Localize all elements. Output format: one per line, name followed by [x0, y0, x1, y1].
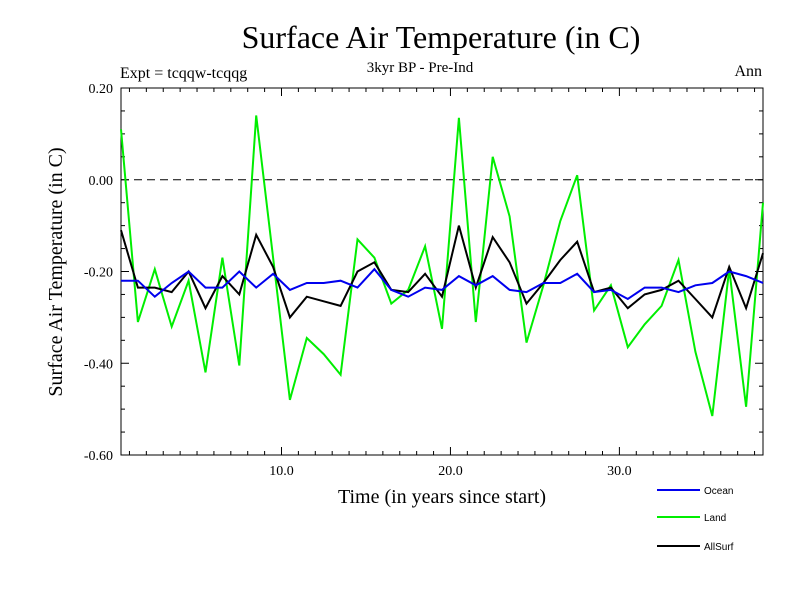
series-line-ocean	[121, 267, 764, 301]
plot-frame	[120, 87, 764, 456]
x-tick-label: 10.0	[269, 464, 294, 479]
y-axis-label: Surface Air Temperature (in C)	[45, 147, 67, 396]
legend-label-ocean: Ocean	[704, 486, 733, 497]
season-label: Ann	[734, 63, 762, 80]
series-line-land	[120, 115, 764, 417]
x-tick-label: 20.0	[438, 464, 463, 479]
experiment-label: Expt = tcqqw-tcqqg	[120, 65, 247, 82]
legend: Ocean Land AllSurf	[657, 486, 734, 553]
x-tick-label: 30.0	[607, 464, 632, 479]
plot-area: -0.60 -0.40 -0.20 0.00 0.20 10.0 20.0 30.0	[84, 82, 764, 479]
y-tick-label: 0.20	[89, 82, 114, 97]
legend-label-land: Land	[704, 513, 726, 524]
chart-subtitle: 3kyr BP - Pre-Ind	[367, 60, 474, 76]
y-tick-label: -0.20	[84, 266, 113, 281]
legend-label-allsurf: AllSurf	[704, 542, 734, 553]
y-tick-label: -0.40	[84, 357, 113, 372]
y-tick-label: 0.00	[89, 174, 114, 189]
series-line-allsurf	[120, 225, 764, 320]
chart-title: Surface Air Temperature (in C)	[242, 19, 641, 55]
y-tick-label: -0.60	[84, 449, 113, 464]
x-axis-label: Time (in years since start)	[338, 486, 546, 508]
